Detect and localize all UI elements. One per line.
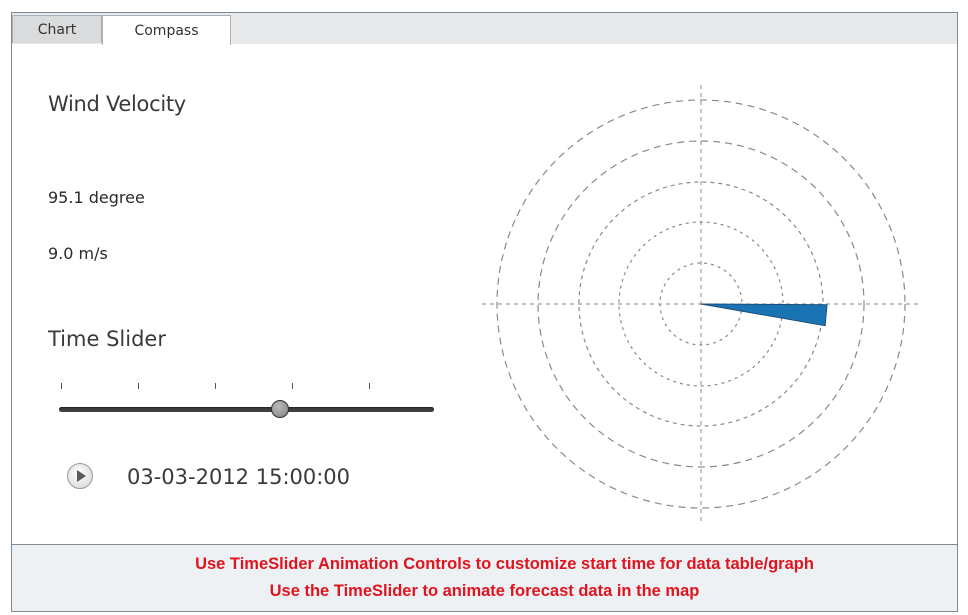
- slider-tick: [215, 383, 216, 389]
- wind-direction-value: 95.1 degree: [48, 188, 145, 207]
- wind-velocity-title: Wind Velocity: [48, 92, 186, 116]
- tab-bar: Chart Compass: [12, 13, 957, 45]
- help-text-line-1: Use TimeSlider Animation Controls to cus…: [195, 555, 814, 573]
- help-text-line-2: Use the TimeSlider to animate forecast d…: [269, 582, 700, 600]
- slider-tick: [138, 383, 139, 389]
- play-button[interactable]: [67, 463, 93, 489]
- wind-direction-needle: [700, 303, 828, 327]
- help-footer: Use TimeSlider Animation Controls to cus…: [12, 545, 957, 611]
- tab-chart[interactable]: Chart: [12, 15, 102, 43]
- slider-tick: [369, 383, 370, 389]
- compass-ring-1: [496, 99, 906, 509]
- slider-timestamp: 03-03-2012 15:00:00: [127, 465, 351, 489]
- compass-ring-2: [537, 140, 865, 468]
- slider-tick: [61, 383, 62, 389]
- slider-track[interactable]: [59, 407, 434, 412]
- tab-compass[interactable]: Compass: [102, 15, 231, 45]
- wind-speed-value: 9.0 m/s: [48, 244, 108, 263]
- compass-ring-3: [578, 181, 824, 427]
- play-icon: [77, 470, 86, 482]
- wind-compass: [482, 85, 920, 523]
- slider-thumb[interactable]: [271, 400, 290, 418]
- slider-tick: [292, 383, 293, 389]
- compass-panel: Wind Velocity 95.1 degree 9.0 m/s Time S…: [12, 44, 957, 545]
- time-slider-title: Time Slider: [48, 327, 166, 351]
- slider-ticks: [59, 383, 439, 393]
- compass-widget: Chart Compass Wind Velocity 95.1 degree …: [11, 12, 958, 612]
